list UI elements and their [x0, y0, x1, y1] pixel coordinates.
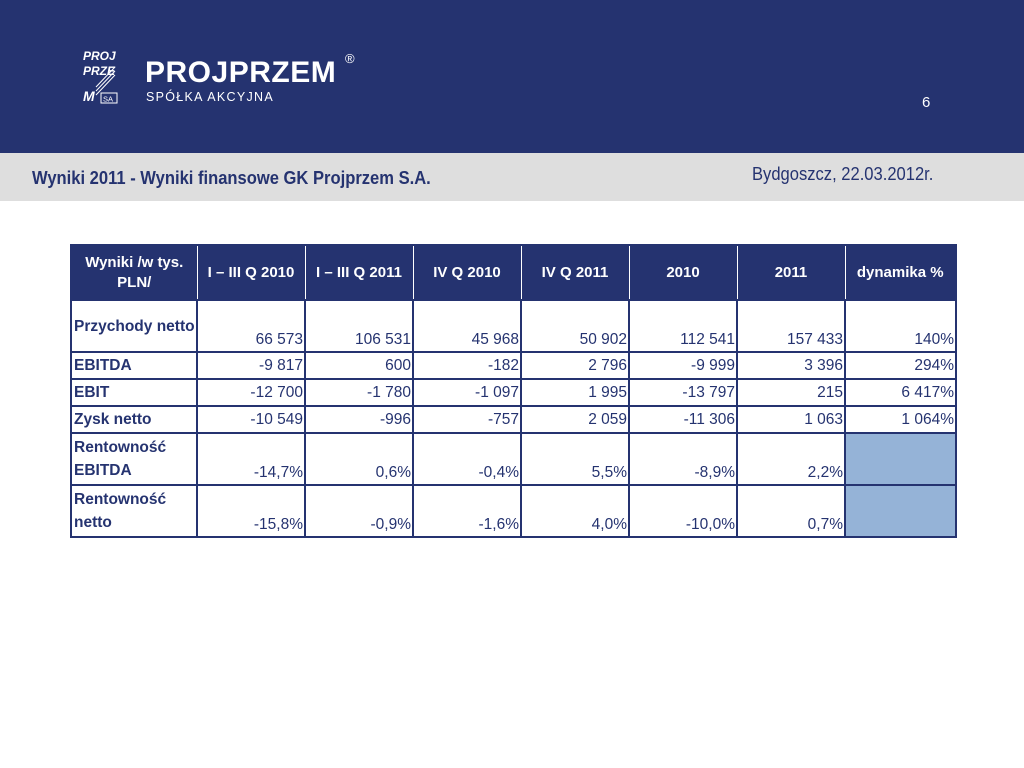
table-cell: -10 549	[196, 405, 306, 434]
table-cell: 3 396	[736, 351, 846, 380]
table-cell: -1 780	[304, 378, 414, 407]
table-cell: -0,9%	[304, 484, 414, 538]
table-cell: -10,0%	[628, 484, 738, 538]
table-cell: 50 902	[520, 299, 630, 353]
table-cell: 6 417%	[844, 378, 957, 407]
table-cell: -9 817	[196, 351, 306, 380]
brand-subtitle: SPÓŁKA AKCYJNA	[146, 90, 274, 104]
table-row: EBITDA -9 817 600 -182 2 796 -9 999 3 39…	[70, 351, 957, 380]
slide-date: Bydgoszcz, 22.03.2012r.	[752, 164, 934, 184]
table-cell: 215	[736, 378, 846, 407]
logo-mark-line: PROJ	[83, 49, 116, 63]
table-cell: 600	[304, 351, 414, 380]
table-cell: 0,7%	[736, 484, 846, 538]
column-header: I – III Q 2010	[196, 244, 306, 301]
table-cell: 112 541	[628, 299, 738, 353]
table-row: Rentowność netto -15,8% -0,9% -1,6% 4,0%…	[70, 484, 957, 538]
row-label: EBITDA	[70, 351, 198, 380]
table-cell: -996	[304, 405, 414, 434]
table-cell: 5,5%	[520, 432, 630, 486]
table-cell	[844, 432, 957, 486]
row-label: Zysk netto	[70, 405, 198, 434]
logo-mark-line: M	[83, 88, 95, 104]
row-label: EBIT	[70, 378, 198, 407]
table-cell: 1 063	[736, 405, 846, 434]
column-header: Wyniki /w tys. PLN/	[70, 244, 198, 301]
table-cell: 2,2%	[736, 432, 846, 486]
title-band	[0, 153, 1024, 201]
registered-mark: ®	[345, 51, 355, 66]
table-cell: -11 306	[628, 405, 738, 434]
logo-mark-badge: SA	[103, 95, 113, 104]
column-header: IV Q 2011	[520, 244, 630, 301]
header-band	[0, 0, 1024, 153]
table-cell: 2 059	[520, 405, 630, 434]
column-header: I – III Q 2011	[304, 244, 414, 301]
table-cell: 66 573	[196, 299, 306, 353]
slide-title: Wyniki 2011 - Wyniki finansowe GK Projpr…	[32, 168, 431, 188]
table-cell: 0,6%	[304, 432, 414, 486]
table-cell: -757	[412, 405, 522, 434]
table-row: Przychody netto 66 573 106 531 45 968 50…	[70, 299, 957, 353]
row-label: Rentowność EBITDA	[70, 432, 198, 486]
table-cell: 45 968	[412, 299, 522, 353]
column-header: 2010	[628, 244, 738, 301]
table-cell: -1 097	[412, 378, 522, 407]
page-number: 6	[922, 94, 931, 111]
table-cell: -1,6%	[412, 484, 522, 538]
column-header: dynamika %	[844, 244, 957, 301]
table-cell: -12 700	[196, 378, 306, 407]
table-cell: -9 999	[628, 351, 738, 380]
row-label: Rentowność netto	[70, 484, 198, 538]
column-header: IV Q 2010	[412, 244, 522, 301]
table-cell: -182	[412, 351, 522, 380]
financial-results-table: Wyniki /w tys. PLN/ I – III Q 2010 I – I…	[70, 244, 957, 538]
table-row: EBIT -12 700 -1 780 -1 097 1 995 -13 797…	[70, 378, 957, 407]
row-label: Przychody netto	[70, 299, 198, 353]
table-cell: 1 995	[520, 378, 630, 407]
projprzem-logo-icon: PROJ PRZE M SA	[83, 49, 118, 104]
table-cell: 157 433	[736, 299, 846, 353]
table-cell	[844, 484, 957, 538]
table-cell: -8,9%	[628, 432, 738, 486]
table-cell: -0,4%	[412, 432, 522, 486]
table-cell: 106 531	[304, 299, 414, 353]
table-cell: 294%	[844, 351, 957, 380]
table-cell: -13 797	[628, 378, 738, 407]
brand-name: PROJPRZEM	[145, 56, 337, 89]
table-cell: -14,7%	[196, 432, 306, 486]
table-row: Zysk netto -10 549 -996 -757 2 059 -11 3…	[70, 405, 957, 434]
table-header-row: Wyniki /w tys. PLN/ I – III Q 2010 I – I…	[70, 244, 957, 301]
column-header: 2011	[736, 244, 846, 301]
table-cell: 4,0%	[520, 484, 630, 538]
table-row: Rentowność EBITDA -14,7% 0,6% -0,4% 5,5%…	[70, 432, 957, 486]
table-cell: 1 064%	[844, 405, 957, 434]
table-cell: 2 796	[520, 351, 630, 380]
table-cell: 140%	[844, 299, 957, 353]
table-cell: -15,8%	[196, 484, 306, 538]
